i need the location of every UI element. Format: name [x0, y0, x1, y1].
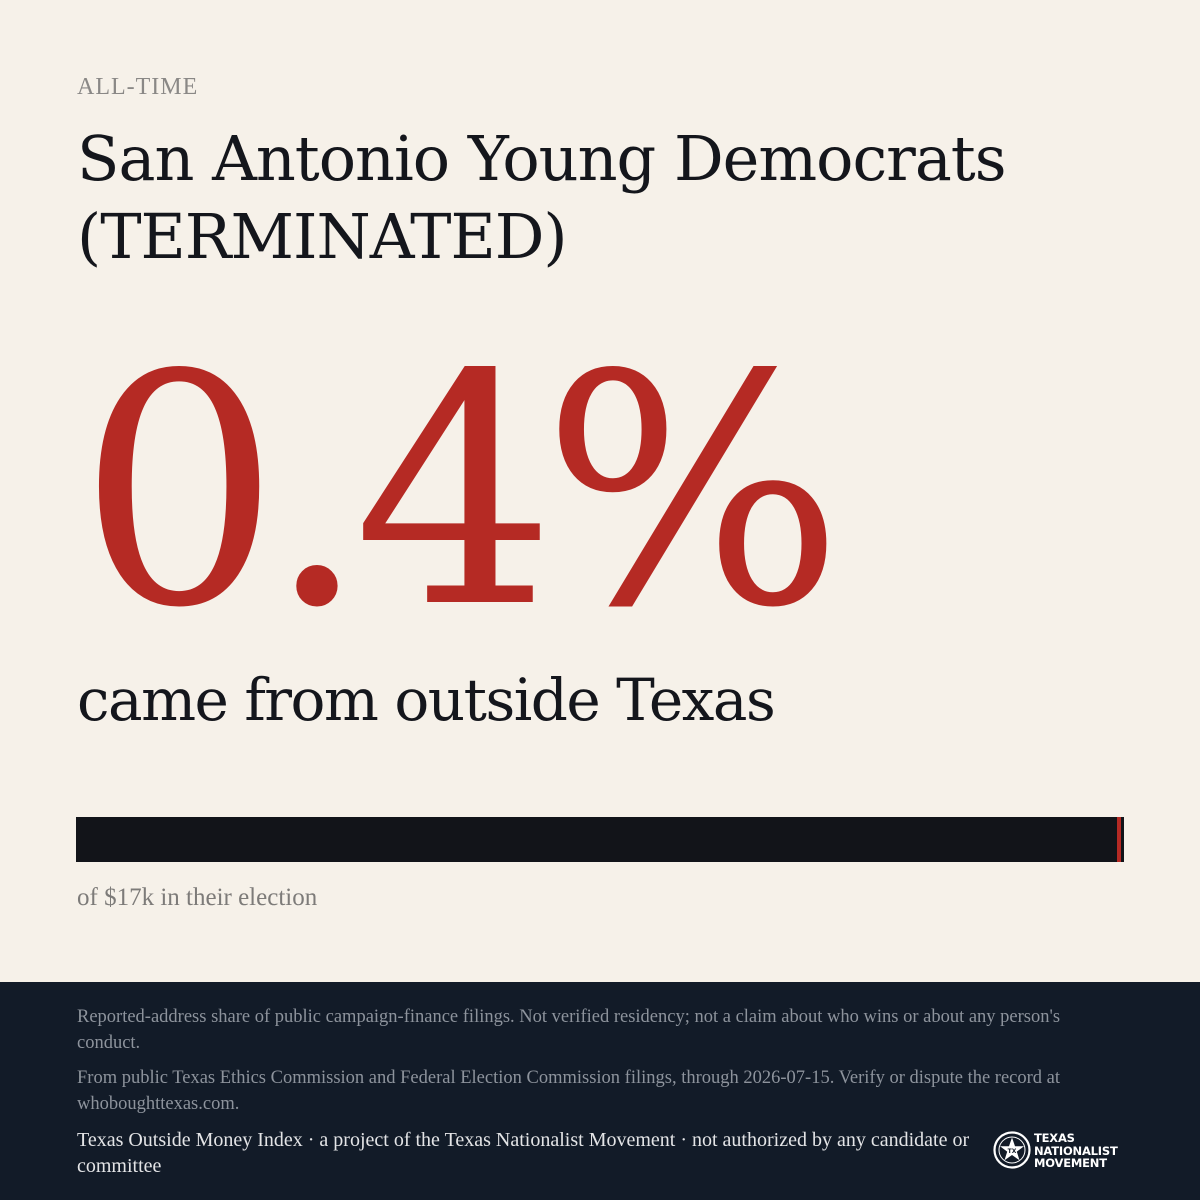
brand-line-2: NATIONALIST [1034, 1143, 1118, 1158]
star-seal-icon: TX [993, 1131, 1031, 1169]
stat-caption: came from outside Texas [77, 666, 776, 734]
credit-line: Texas Outside Money Index · a project of… [77, 1129, 970, 1177]
brand-line-3: MOVEMENT [1034, 1156, 1107, 1170]
outside-share-stat: 0.4% [78, 307, 844, 677]
methodology-disclaimer: Reported-address share of public campaig… [77, 1007, 1061, 1053]
footer: Reported-address share of public campaig… [0, 982, 1200, 1200]
time-range-label: ALL-TIME [77, 74, 199, 100]
main-panel: ALL-TIME San Antonio Young Democrats (TE… [76, 74, 1124, 911]
brand-logo: TX TEXAS NATIONALIST MOVEMENT [992, 1130, 1132, 1174]
brand-wordmark: TEXAS NATIONALIST MOVEMENT [1034, 1132, 1118, 1170]
committee-title: San Antonio Young Democrats (TERMINATED) [77, 122, 1007, 273]
svg-text:TX: TX [1008, 1148, 1017, 1155]
brand-line-1: TEXAS [1034, 1131, 1075, 1145]
share-bar [76, 817, 1124, 862]
source-disclaimer: From public Texas Ethics Commission and … [77, 1068, 1061, 1114]
share-bar-fill [1116, 817, 1121, 862]
total-raised-caption: of $17k in their election [77, 884, 318, 911]
